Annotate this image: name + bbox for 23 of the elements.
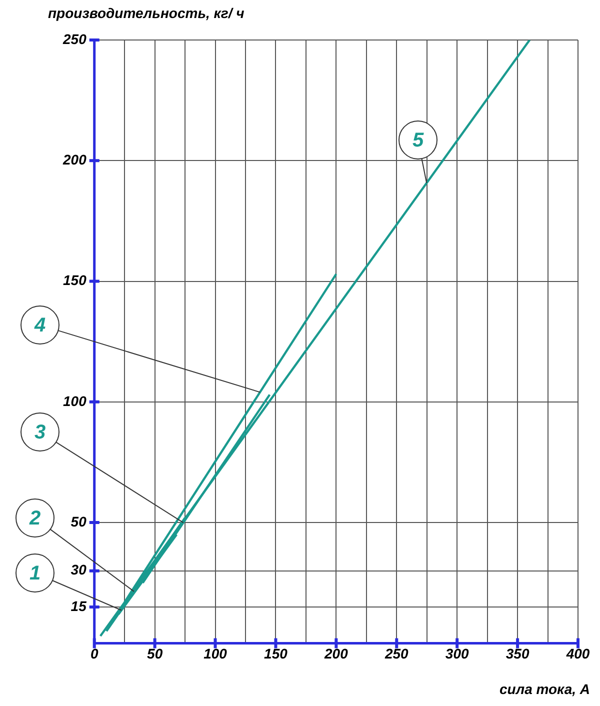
y-tick-label: 150 xyxy=(63,272,87,288)
x-tick-label: 0 xyxy=(90,645,98,662)
y-tick-label: 30 xyxy=(70,562,87,578)
x-tick-label: 250 xyxy=(384,645,409,662)
text: 4 xyxy=(33,314,46,337)
text: 3 xyxy=(34,422,46,444)
y-axis-title: производительность, кг/ ч xyxy=(48,4,244,21)
text: 2 xyxy=(28,508,41,530)
series-label: 5 xyxy=(412,130,424,152)
x-tick-label: 200 xyxy=(324,645,348,662)
y-tick-label: 15 xyxy=(70,598,87,614)
x-tick-label: 50 xyxy=(147,645,163,662)
y-tick-label: 50 xyxy=(70,513,87,530)
x-tick-label: 300 xyxy=(445,645,469,662)
y-tick-label: 100 xyxy=(63,392,87,409)
x-axis-title: сила тока, А xyxy=(500,680,590,697)
x-tick-label: 100 xyxy=(204,645,228,662)
x-tick-label: 400 xyxy=(565,645,590,662)
y-tick-label: 250 xyxy=(62,30,87,47)
text: 1 xyxy=(29,562,41,585)
x-tick-label: 150 xyxy=(264,645,288,662)
y-tick-label: 200 xyxy=(62,152,87,168)
x-tick-label: 350 xyxy=(506,645,530,662)
